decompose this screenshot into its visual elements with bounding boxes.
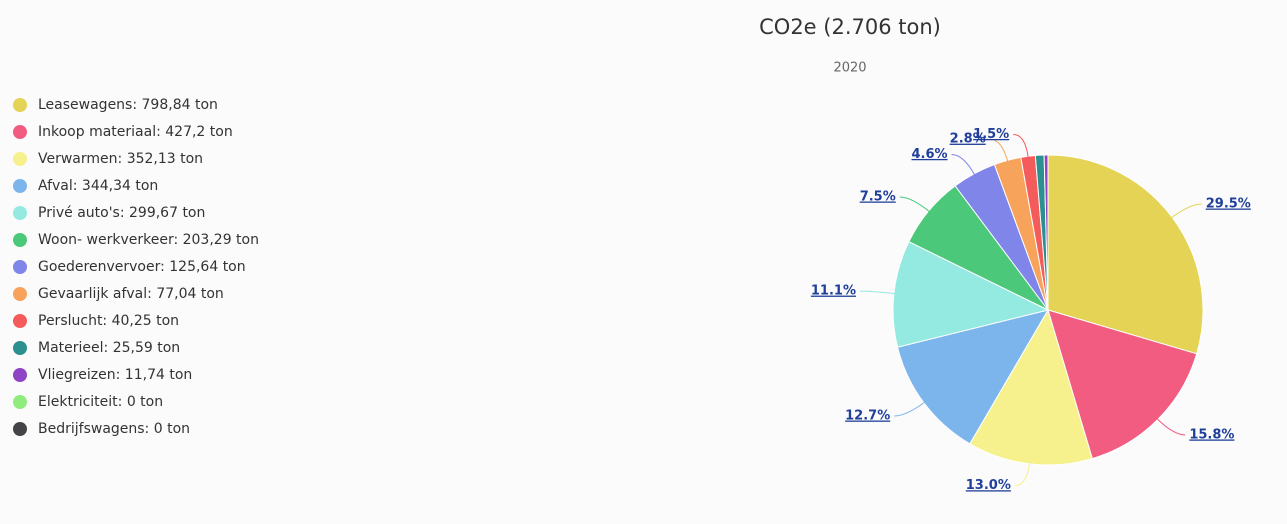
label-connector xyxy=(860,290,896,295)
label-connector xyxy=(899,196,931,213)
legend-label: Privé auto's: 299,67 ton xyxy=(38,205,205,221)
label-connector xyxy=(1014,461,1031,487)
legend-label: Gevaarlijk afval: 77,04 ton xyxy=(38,286,224,302)
legend-label: Verwarmen: 352,13 ton xyxy=(38,151,203,167)
label-connector xyxy=(1156,417,1186,436)
legend-label: Elektriciteit: 0 ton xyxy=(38,394,163,410)
label-connector xyxy=(1013,133,1029,159)
data-label: 4.6% xyxy=(911,147,947,162)
legend-marker xyxy=(13,260,27,274)
legend-marker xyxy=(13,287,27,301)
legend-marker xyxy=(13,341,27,355)
label-connector xyxy=(894,401,926,417)
legend-marker xyxy=(13,152,27,166)
label-connector xyxy=(989,138,1009,163)
label-connector xyxy=(1170,203,1202,219)
legend-label: Bedrijfswagens: 0 ton xyxy=(38,421,190,437)
data-label: 2.8% xyxy=(950,132,986,147)
legend-marker xyxy=(13,206,27,220)
chart-subtitle: 2020 xyxy=(833,61,866,76)
legend-marker xyxy=(13,422,27,436)
legend-marker xyxy=(13,395,27,409)
legend-label: Inkoop materiaal: 427,2 ton xyxy=(38,124,233,140)
legend-marker xyxy=(13,179,27,193)
data-label: 15.8% xyxy=(1189,427,1234,442)
legend-label: Perslucht: 40,25 ton xyxy=(38,313,179,329)
legend-marker xyxy=(13,98,27,112)
legend-label: Leasewagens: 798,84 ton xyxy=(38,97,218,113)
data-label: 7.5% xyxy=(860,189,896,204)
data-label: 11.1% xyxy=(811,284,856,299)
data-label: 29.5% xyxy=(1206,196,1251,211)
legend-marker xyxy=(13,368,27,382)
legend-marker xyxy=(13,314,27,328)
data-label: 13.0% xyxy=(966,478,1011,493)
legend-label: Materieel: 25,59 ton xyxy=(38,340,180,356)
label-connector xyxy=(951,153,976,176)
legend-label: Goederenvervoer: 125,64 ton xyxy=(38,259,246,275)
legend-label: Woon- werkverkeer: 203,29 ton xyxy=(38,232,259,248)
legend-label: Afval: 344,34 ton xyxy=(38,178,158,194)
chart-title: CO2e (2.706 ton) xyxy=(759,15,941,39)
legend-marker xyxy=(13,233,27,247)
data-label: 12.7% xyxy=(845,409,890,424)
data-label: 1.5% xyxy=(973,127,1009,142)
legend-label: Vliegreizen: 11,74 ton xyxy=(38,367,192,383)
legend-marker xyxy=(13,125,27,139)
